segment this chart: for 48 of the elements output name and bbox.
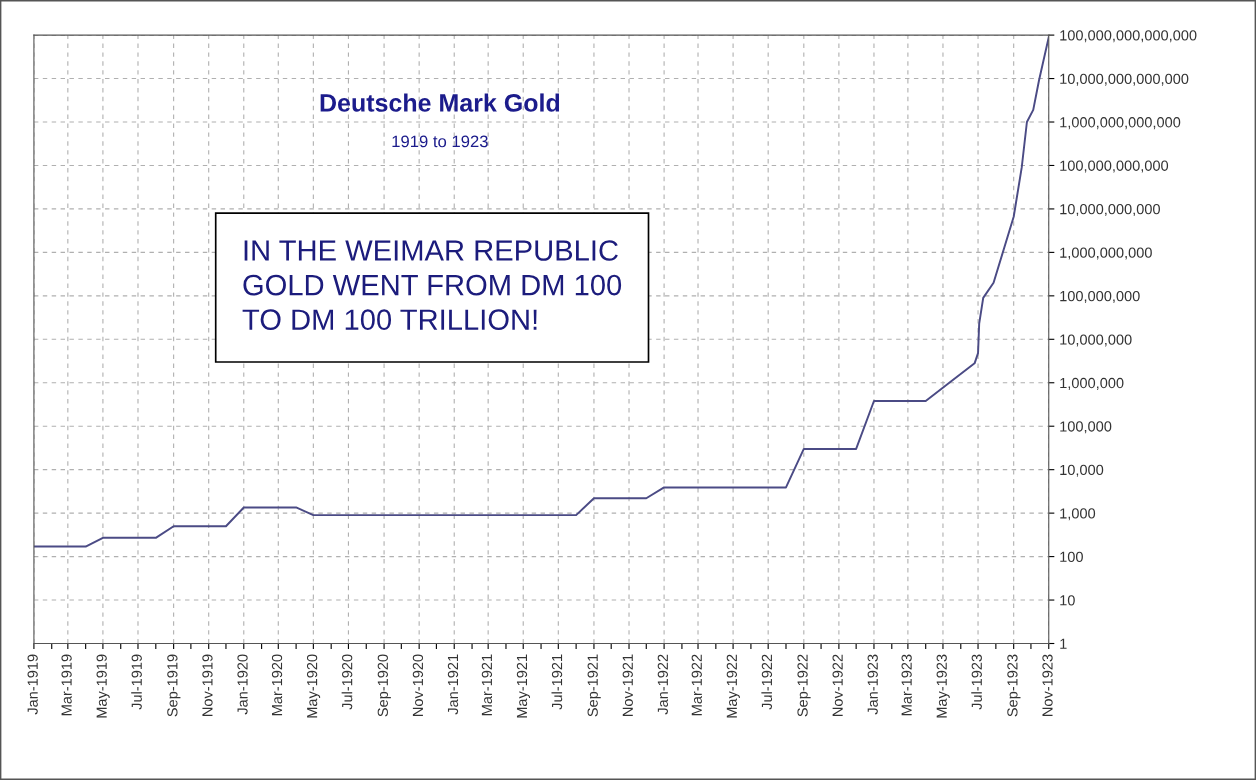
x-tick-label: May-1919	[96, 654, 110, 718]
x-tick-label: Nov-1919	[202, 654, 213, 716]
y-tick-label: 1	[1060, 638, 1067, 649]
y-tick-label: 1,000,000	[1060, 377, 1124, 390]
x-tick-label: May-1923	[936, 654, 950, 718]
x-tick-label: May-1922	[726, 654, 740, 718]
y-tick-label: 10,000,000,000	[1060, 204, 1160, 217]
y-tick-label: 100	[1060, 551, 1083, 563]
text: 1919 to 1923	[392, 135, 488, 148]
x-tick-label: Nov-1920	[412, 654, 424, 716]
y-tick-label: 10,000	[1060, 464, 1104, 477]
y-tick-label: 100,000,000,000	[1060, 160, 1169, 173]
x-tick-label: Nov-1921	[622, 654, 633, 716]
y-tick-label: 1,000,000,000,000	[1060, 117, 1181, 130]
x-tick-label: Nov-1922	[832, 654, 843, 716]
x-tick-label: May-1920	[306, 654, 321, 718]
x-tick-label: Sep-1920	[377, 654, 391, 717]
y-tick-label: 100,000,000,000,000	[1060, 30, 1197, 43]
text: Deutsche Mark Gold	[320, 93, 560, 112]
x-tick-label: Mar-1921	[481, 654, 493, 716]
x-tick-label: Mar-1919	[61, 654, 72, 716]
x-tick-label: Jul-1919	[131, 654, 142, 710]
x-tick-label: Jan-1921	[447, 654, 459, 715]
x-tick-label: Mar-1922	[691, 654, 702, 716]
annotation: IN THE WEIMAR REPUBLIC GOLD WENT FROM DM 100 TO DM 100 TRILLION!	[242, 240, 622, 330]
x-tick-label: Nov-1923	[1042, 654, 1053, 716]
x-tick-label: Jan-1919	[27, 654, 38, 715]
x-tick-label: Jul-1922	[761, 654, 773, 710]
y-tick-label: 100,000,000	[1060, 290, 1140, 303]
y-tick-label: 10,000,000,000,000	[1060, 73, 1189, 86]
x-tick-label: Jul-1921	[551, 654, 563, 710]
x-tick-label: Jul-1923	[971, 654, 982, 710]
y-tick-label: 10,000,000	[1060, 334, 1132, 347]
x-tick-label: Jan-1920	[237, 654, 248, 715]
x-tick-label: Jul-1920	[341, 654, 353, 710]
x-tick-label: May-1921	[516, 654, 531, 718]
y-tick-label: 1,000	[1060, 508, 1096, 521]
y-tick-label: 100,000	[1060, 421, 1112, 434]
x-tick-label: Sep-1921	[587, 654, 601, 717]
y-tick-label: 10	[1060, 595, 1075, 606]
x-tick-label: Jan-1923	[867, 654, 878, 715]
x-tick-label: Sep-1922	[797, 654, 811, 717]
x-tick-label: Mar-1923	[901, 654, 912, 716]
x-tick-label: Mar-1920	[271, 654, 283, 716]
x-tick-label: Jan-1922	[657, 654, 669, 715]
y-tick-label: 1,000,000,000	[1060, 247, 1152, 260]
x-tick-label: Sep-1919	[167, 654, 181, 717]
x-tick-label: Sep-1923	[1007, 654, 1021, 717]
